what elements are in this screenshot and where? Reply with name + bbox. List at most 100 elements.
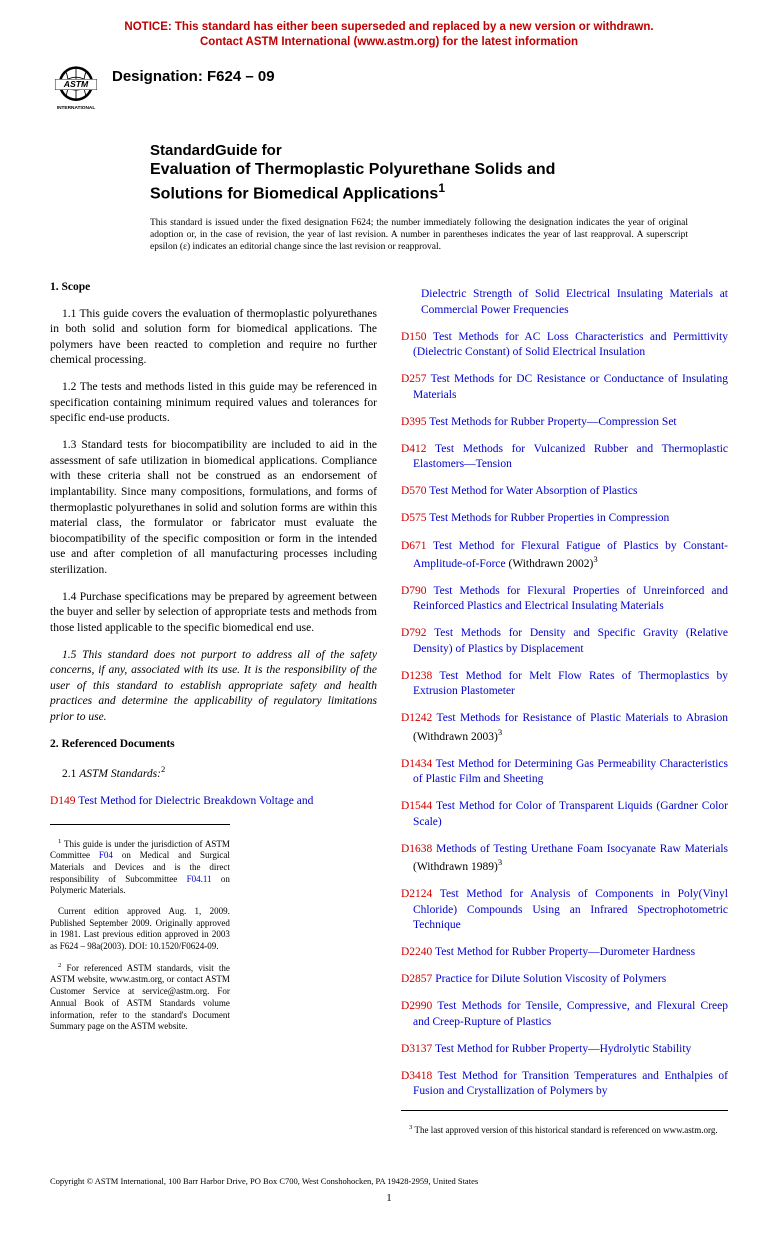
ref-title: Test Method for Transition Temperatures … [413,1070,728,1098]
ref-d149[interactable]: D149 Test Method for Dielectric Breakdow… [50,794,377,810]
para-1-2: 1.2 The tests and methods listed in this… [50,380,377,427]
ref-code: D395 [401,416,427,428]
two-column-body: 1. Scope 1.1 This guide covers the evalu… [50,276,728,1146]
ref-title: Test Methods for Density and Specific Gr… [413,627,728,655]
ref-d1434[interactable]: D1434 Test Method for Determining Gas Pe… [401,757,728,788]
ref-d1242[interactable]: D1242 Test Methods for Resistance of Pla… [401,711,728,745]
title-block: StandardGuide for Evaluation of Thermopl… [150,142,728,205]
ref-d2857[interactable]: D2857 Practice for Dilute Solution Visco… [401,972,728,988]
standard-type: StandardGuide for [150,142,728,160]
ref-code: D2857 [401,973,432,985]
header-row: ASTM INTERNATIONAL Designation: F624 – 0… [50,62,728,114]
ref-d149-cont[interactable]: Dielectric Strength of Solid Electrical … [401,287,728,318]
footnotes-left: 1 This guide is under the jurisdiction o… [50,824,230,1033]
standard-title: Evaluation of Thermoplastic Polyurethane… [150,160,728,205]
ref-title: Test Methods for Resistance of Plastic M… [437,712,728,724]
ref-d395[interactable]: D395 Test Methods for Rubber Property—Co… [401,415,728,431]
refdocs-heading: 2. Referenced Documents [50,737,377,753]
ref-code: D3418 [401,1070,432,1082]
ref-code: D257 [401,373,427,385]
ref-d1238[interactable]: D1238 Test Method for Melt Flow Rates of… [401,669,728,700]
ref-title: Test Method for Analysis of Components i… [413,888,728,931]
footnote-2: 2 For referenced ASTM standards, visit t… [50,962,230,1033]
ref-code: D2240 [401,946,432,958]
ref-code: D790 [401,585,427,597]
ref-d2990[interactable]: D2990 Test Methods for Tensile, Compress… [401,999,728,1030]
ref-code: D2990 [401,1000,432,1012]
withdrawn-note: (Withdrawn 2002) [509,558,594,570]
notice-banner: NOTICE: This standard has either been su… [50,20,728,50]
scope-heading: 1. Scope [50,280,377,296]
ref-d3137[interactable]: D3137 Test Method for Rubber Property—Hy… [401,1042,728,1058]
para-1-4: 1.4 Purchase specifications may be prepa… [50,590,377,637]
para-1-3: 1.3 Standard tests for biocompatibility … [50,438,377,578]
para-2-1: 2.1 ASTM Standards:2 [50,764,377,782]
ref-title: Test Method for Melt Flow Rates of Therm… [413,670,728,698]
withdrawn-note: (Withdrawn 1989) [413,861,498,873]
ref-title: Test Methods for DC Resistance or Conduc… [413,373,728,401]
ref-code: D150 [401,331,427,343]
ref-title: Test Method for Rubber Property—Duromete… [435,946,695,958]
ref-d671[interactable]: D671 Test Method for Flexural Fatigue of… [401,539,728,573]
ref-code: D1638 [401,843,432,855]
footnote-1b: Current edition approved Aug. 1, 2009. P… [50,906,230,953]
ref-code: D1242 [401,712,432,724]
references-list: D150 Test Methods for AC Loss Characteri… [401,330,728,1100]
ref-code: D3137 [401,1043,432,1055]
ref-code: D575 [401,512,427,524]
ref-d257[interactable]: D257 Test Methods for DC Resistance or C… [401,372,728,403]
astm-logo: ASTM INTERNATIONAL [50,62,102,114]
ref-d150[interactable]: D150 Test Methods for AC Loss Characteri… [401,330,728,361]
committee-link[interactable]: F04 [99,850,113,860]
ref-code: D570 [401,485,427,497]
notice-line-2: Contact ASTM International (www.astm.org… [200,36,578,48]
ref-title: Test Method for Determining Gas Permeabi… [413,758,728,786]
ref-title: Test Methods for Rubber Properties in Co… [429,512,669,524]
ref-d3418[interactable]: D3418 Test Method for Transition Tempera… [401,1069,728,1100]
ref-d1544[interactable]: D1544 Test Method for Color of Transpare… [401,799,728,830]
document-page: NOTICE: This standard has either been su… [0,0,778,1234]
ref-d570[interactable]: D570 Test Method for Water Absorption of… [401,484,728,500]
svg-text:INTERNATIONAL: INTERNATIONAL [57,105,96,111]
ref-title: Test Method for Color of Transparent Liq… [413,800,728,828]
para-1-1: 1.1 This guide covers the evaluation of … [50,307,377,369]
ref-title: Test Methods for Tensile, Compressive, a… [413,1000,728,1028]
page-number: 1 [50,1192,728,1204]
right-column: Dielectric Strength of Solid Electrical … [401,276,728,1146]
designation-text: Designation: F624 – 09 [112,62,275,85]
ref-title: Test Methods for Flexural Properties of … [413,585,728,613]
ref-d412[interactable]: D412 Test Methods for Vulcanized Rubber … [401,442,728,473]
ref-title: Practice for Dilute Solution Viscosity o… [435,973,666,985]
ref-title: Test Methods for AC Loss Characteristics… [413,331,728,359]
ref-code: D792 [401,627,427,639]
ref-code: D1434 [401,758,432,770]
ref-code: D149 [50,795,76,807]
left-column: 1. Scope 1.1 This guide covers the evalu… [50,276,377,1146]
ref-d2240[interactable]: D2240 Test Method for Rubber Property—Du… [401,945,728,961]
subcommittee-link[interactable]: F04.11 [187,874,212,884]
ref-code: D1544 [401,800,432,812]
ref-d1638[interactable]: D1638 Methods of Testing Urethane Foam I… [401,842,728,876]
ref-title: Test Methods for Vulcanized Rubber and T… [413,443,728,471]
footnotes-right: 3 The last approved version of this hist… [401,1110,728,1137]
ref-title: Test Method for Dielectric Breakdown Vol… [78,795,313,807]
ref-code: D412 [401,443,427,455]
ref-title: Test Method for Rubber Property—Hydrolyt… [435,1043,691,1055]
ref-title: Test Method for Water Absorption of Plas… [429,485,637,497]
ref-code: D2124 [401,888,432,900]
ref-d790[interactable]: D790 Test Methods for Flexural Propertie… [401,584,728,615]
svg-text:ASTM: ASTM [63,79,89,89]
ref-d792[interactable]: D792 Test Methods for Density and Specif… [401,626,728,657]
para-1-5: 1.5 This standard does not purport to ad… [50,648,377,726]
ref-title: Test Methods for Rubber Property—Compres… [429,416,676,428]
ref-title: Methods of Testing Urethane Foam Isocyan… [436,843,728,855]
notice-line-1: NOTICE: This standard has either been su… [124,21,653,33]
ref-code: D1238 [401,670,432,682]
issuance-note: This standard is issued under the fixed … [150,217,688,254]
ref-d2124[interactable]: D2124 Test Method for Analysis of Compon… [401,887,728,934]
footnote-3: 3 The last approved version of this hist… [401,1124,728,1137]
ref-d575[interactable]: D575 Test Methods for Rubber Properties … [401,511,728,527]
footnote-1a: 1 This guide is under the jurisdiction o… [50,838,230,897]
copyright-line: Copyright © ASTM International, 100 Barr… [50,1176,728,1186]
withdrawn-note: (Withdrawn 2003) [413,731,498,743]
